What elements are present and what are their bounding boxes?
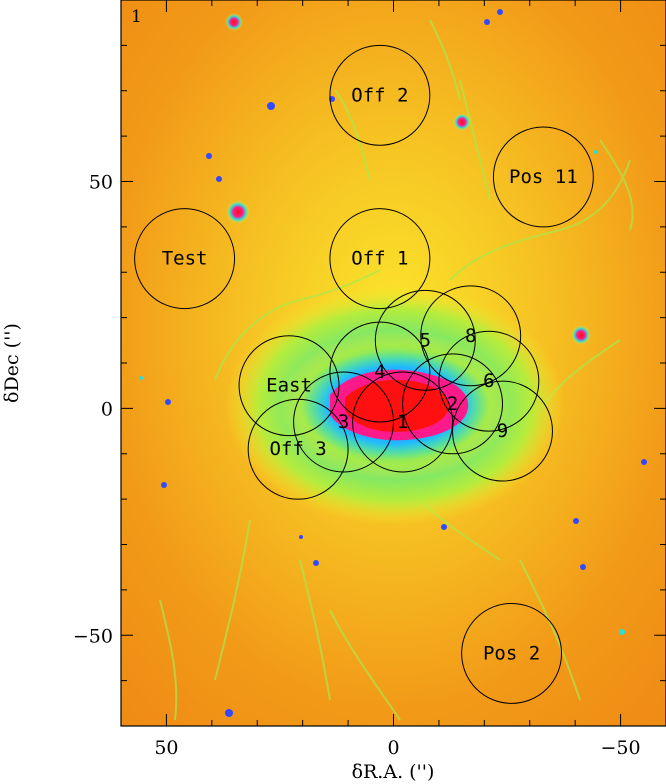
- aperture-6: 6: [438, 330, 540, 432]
- aperture-circle: [134, 208, 236, 310]
- aperture-circle: [238, 335, 340, 437]
- y-tick-label: −50: [73, 625, 113, 647]
- aperture-east: East: [238, 335, 340, 437]
- aperture-label: Pos 2: [483, 642, 540, 664]
- aperture-label: Off 3: [270, 438, 327, 460]
- aperture-label: Off 2: [351, 84, 408, 106]
- y-tick-label: 0: [101, 398, 113, 420]
- aperture-circle: [492, 126, 594, 228]
- x-axis-title: δR.A. (''): [352, 761, 435, 783]
- x-tick-label: 50: [154, 737, 178, 759]
- aperture-circle: [438, 330, 540, 432]
- aperture-circle: [402, 353, 503, 455]
- aperture-circle: [329, 208, 431, 310]
- y-axis-ticks: 50 0 −50: [73, 0, 666, 727]
- x-tick-label: −50: [601, 737, 641, 759]
- aperture-label: 5: [420, 329, 431, 351]
- aperture-label: Test: [162, 248, 208, 270]
- aperture-off-2: Off 2: [329, 44, 431, 146]
- aperture-label: 9: [497, 420, 508, 442]
- aperture-circle: [420, 285, 522, 387]
- aperture-circle: [329, 44, 431, 146]
- aperture-circle: [352, 371, 454, 473]
- aperture-circle: [452, 380, 553, 482]
- aperture-label: 4: [374, 361, 385, 383]
- aperture-off-3: Off 3: [247, 398, 349, 500]
- aperture-test: Test: [134, 208, 236, 310]
- aperture-label: 3: [338, 411, 349, 433]
- aperture-9: 9: [452, 380, 553, 482]
- aperture-circle: [247, 398, 349, 500]
- y-tick-label: 50: [89, 172, 113, 194]
- aperture-label: 2: [447, 393, 458, 415]
- aperture-circle: [374, 289, 476, 391]
- aperture-circle: [293, 371, 394, 473]
- aperture-circle: [461, 602, 563, 704]
- aperture-off-1: Off 1: [329, 208, 431, 310]
- x-tick-label: 0: [387, 737, 399, 759]
- aperture-label: Off 1: [351, 248, 408, 270]
- aperture-3: 3: [293, 371, 394, 473]
- aperture-4: 4: [329, 321, 431, 423]
- aperture-overlay: Off 2 Pos 11 Test Off 1 East Off 3 Pos 2 1 2 3 4 5 6…: [134, 44, 594, 704]
- aperture-label: 8: [465, 325, 476, 347]
- aperture-label: East: [266, 375, 312, 397]
- aperture-1: 1: [352, 371, 454, 473]
- x-axis-ticks: 50 0 −50: [120, 0, 666, 759]
- nebula-image: [121, 0, 666, 726]
- aperture-label: 1: [397, 411, 408, 433]
- aperture-8: 8: [420, 285, 522, 387]
- aperture-2: 2: [402, 353, 503, 455]
- panel-label: 1: [131, 7, 142, 27]
- aperture-pos-11: Pos 11: [492, 126, 594, 228]
- aperture-label: 6: [483, 370, 494, 392]
- y-axis-title: δDec (''): [1, 323, 23, 403]
- aperture-label: Pos 11: [509, 166, 578, 188]
- aperture-5: 5: [374, 289, 476, 391]
- aperture-circle: [329, 321, 431, 423]
- aperture-pos-2: Pos 2: [461, 602, 563, 704]
